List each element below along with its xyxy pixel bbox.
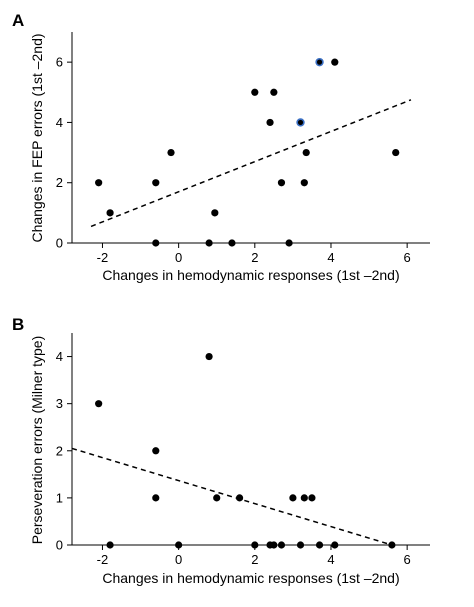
panel-a-data-point — [152, 179, 160, 187]
panel-b-data-point — [152, 447, 160, 455]
panel-a-data-point — [266, 118, 274, 127]
panel-b-trendline — [71, 447, 393, 546]
panel-a-data-point — [296, 118, 305, 127]
panel-b-y-axis-label: Perseveration errors (Milner type) — [29, 336, 45, 545]
panel-a-data-point — [300, 179, 308, 187]
panel-b-data-point — [235, 494, 244, 502]
panel-a-x-tick-label: 4 — [327, 250, 334, 265]
panel-b-x-tick-label: 6 — [404, 552, 411, 567]
panel-b-x-tick-label: -2 — [97, 552, 109, 567]
panel-a-y-tick-label: 0 — [56, 236, 63, 251]
panel-a-data-point — [205, 239, 213, 247]
panel-b-data-point — [95, 400, 103, 408]
panel-a-x-tick-label: -2 — [97, 250, 109, 265]
panel-b-x-axis-label: Changes in hemodynamic responses (1st –2… — [102, 570, 399, 586]
panel-b-data-point — [175, 541, 183, 549]
panel-b-data-point — [106, 541, 114, 549]
panel-a-data-point — [95, 179, 103, 187]
panel-b-data-point — [152, 494, 160, 502]
panel-a-data-point — [302, 148, 310, 157]
panel-a-data-point — [331, 58, 339, 66]
panel-b-y-tick-label: 2 — [56, 443, 63, 458]
panel-b-data-point — [213, 494, 221, 502]
panel-a-data-point — [277, 179, 286, 187]
panel-b-y-tick-label: 1 — [56, 490, 63, 505]
panel-a-y-tick-label: 4 — [56, 115, 63, 130]
panel-b-y-tick-label: 3 — [56, 396, 63, 411]
panel-b-data-point — [300, 494, 308, 502]
panel-b-data-point — [205, 352, 213, 361]
panel-b-data-point — [289, 494, 297, 502]
panel-b-x-tick-label: 2 — [251, 552, 258, 567]
panel-a-trendline — [90, 99, 412, 228]
panel-a-data-point — [392, 148, 400, 157]
panel-b-data-point — [277, 541, 286, 549]
panel-b-y-tick-label: 0 — [56, 538, 63, 553]
panel-b: B 0 1 2 3 4 -2 0 2 4 6 Changes in hemodynamic re… — [12, 315, 430, 586]
panel-b-data-point — [315, 541, 324, 549]
panel-b-data-point — [296, 541, 305, 549]
panel-a-label: A — [12, 11, 24, 30]
panel-a-x-axis-label: Changes in hemodynamic responses (1st –2… — [102, 267, 399, 283]
panel-b-x-tick-label: 4 — [327, 552, 334, 567]
panel-b-data-point — [251, 541, 259, 549]
panel-b-x-tick-label: 0 — [175, 552, 182, 567]
panel-a-y-tick-label: 6 — [56, 55, 63, 70]
panel-a-y-axis-label: Changes in FEP errors (1st –2nd) — [29, 33, 45, 242]
panel-a-x-tick-label: 0 — [175, 250, 182, 265]
panel-a-x-tick-label: 6 — [404, 250, 411, 265]
panel-b-data-point — [388, 541, 396, 549]
panel-b-label: B — [12, 315, 24, 334]
panel-a-data-point — [251, 88, 259, 96]
panel-a-data-point — [285, 239, 293, 247]
panel-a-data-point — [228, 239, 236, 247]
panel-b-y-tick-label: 4 — [56, 349, 63, 364]
panel-a-data-point — [270, 88, 278, 96]
panel-a-data-point — [315, 57, 324, 67]
panel-b-data-point — [308, 494, 316, 502]
panel-a-data-point — [152, 239, 160, 247]
panel-a: A 0 2 4 6 -2 0 2 4 6 Changes in hemodynamic res… — [12, 11, 430, 283]
panel-a-data-point — [106, 209, 114, 217]
panel-b-data-point — [331, 541, 339, 549]
panel-a-data-point — [167, 148, 175, 157]
panel-a-data-point — [211, 209, 219, 217]
panel-a-y-tick-label: 2 — [56, 175, 63, 190]
panel-b-data-point — [270, 541, 278, 549]
panel-a-x-tick-label: 2 — [251, 250, 258, 265]
